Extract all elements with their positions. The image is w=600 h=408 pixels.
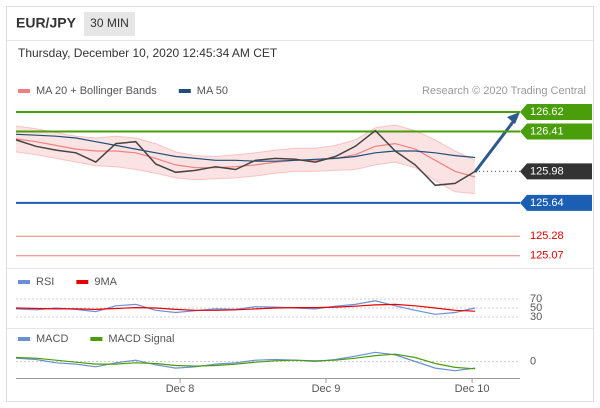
x-tick-label: Dec 10 — [455, 383, 490, 395]
legend-swatch — [76, 280, 89, 284]
legend-label: MA 20 + Bollinger Bands — [36, 85, 157, 97]
legend-swatch — [18, 280, 30, 284]
credit: Research © 2020 Trading Central — [422, 85, 586, 97]
timestamp: Thursday, December 10, 2020 12:45:34 AM … — [18, 46, 278, 60]
y-tick-label: 30 — [530, 311, 542, 323]
band-upper — [15, 124, 476, 161]
interval-badge — [84, 12, 135, 36]
level-box — [520, 163, 592, 180]
x-tick-label: Dec 9 — [312, 383, 341, 395]
legend-swatch — [18, 89, 30, 93]
y-tick-label: 0 — [530, 355, 536, 367]
legend-label: RSI — [36, 276, 54, 288]
y-tick-label: 70 — [530, 293, 542, 305]
x-tick-label: Dec 8 — [166, 383, 195, 395]
level-label: 125.07 — [530, 250, 564, 262]
series-line — [15, 351, 476, 372]
series-line — [15, 303, 476, 312]
level-label: 125.28 — [530, 230, 564, 242]
level-label: 125.98 — [530, 165, 564, 177]
legend-swatch — [90, 337, 103, 341]
legend-label: MACD Signal — [108, 333, 174, 345]
legend-swatch — [178, 89, 191, 93]
legend-label: MACD — [36, 333, 68, 345]
legend-label: MA 50 — [197, 85, 228, 97]
forecast-arrowhead — [507, 112, 520, 124]
level-box — [520, 194, 592, 211]
level-label: 126.62 — [530, 106, 564, 118]
frame — [6, 6, 594, 402]
y-tick-label: 50 — [530, 302, 542, 314]
series-line — [15, 138, 476, 178]
level-box — [520, 123, 592, 140]
level-label: 125.64 — [530, 197, 564, 209]
forecast-arrow — [473, 117, 518, 173]
legend-label: 9MA — [94, 276, 117, 288]
series-line — [15, 133, 476, 162]
series-line — [15, 300, 476, 315]
band-lower — [15, 151, 476, 195]
level-label: 126.41 — [530, 125, 564, 137]
symbol: EUR/JPY — [16, 15, 77, 31]
series-line — [15, 353, 476, 370]
legend-swatch — [18, 337, 30, 341]
interval: 30 MIN — [90, 16, 129, 30]
price-line — [15, 129, 476, 187]
level-box — [520, 104, 592, 121]
